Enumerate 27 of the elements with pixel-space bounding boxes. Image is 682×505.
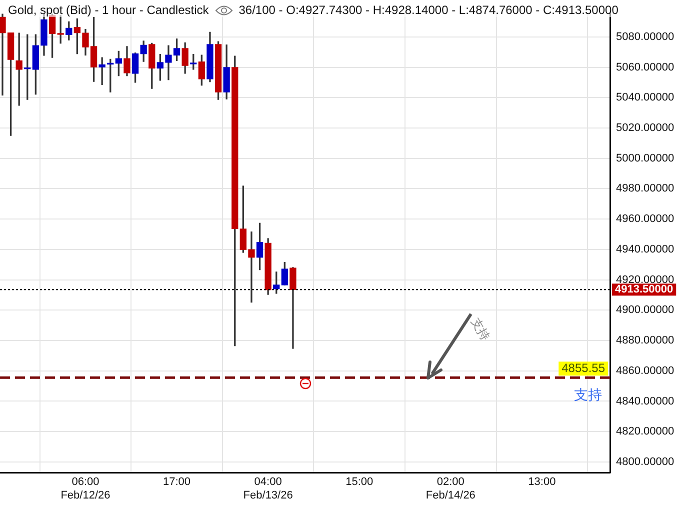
y-tick-label: 5060.00000 [616,61,674,74]
x-tick-label: 13:00 [528,476,556,488]
chart-subtitle: 36/100 - O:4927.74300 - H:4928.14000 - L:4874.76000 - C:4913.50000 [238,3,618,17]
annotation: 支持 [468,315,493,344]
ref-line-label: 4855.55 [562,360,606,375]
x-tick-label: 04:00 Feb/13/26 [243,476,293,502]
y-tick-label: 5000.00000 [616,152,674,164]
y-tick-label: 4900.00000 [616,304,674,316]
y-tick-label: 5020.00000 [616,122,674,134]
y-tick-label: 4960.00000 [616,213,674,226]
x-tick-label: 06:00 Feb/12/26 [60,476,110,502]
y-tick-label: 4800.00000 [616,456,674,468]
y-tick-label: 4820.00000 [616,426,674,438]
y-tick-label: 4880.00000 [616,334,674,347]
x-tick-label: 17:00 [163,476,191,488]
y-tick-label: 4840.00000 [616,395,674,408]
ref-line-label: 4913.50000 [615,284,674,296]
y-tick-label: 4940.00000 [616,243,674,256]
y-tick-label: 5040.00000 [616,92,674,104]
annotation: 支持 [574,388,602,404]
y-tick-label: 4920.00000 [616,274,674,286]
chart-title: Gold, spot (Bid) - 1 hour - Candlestick [8,3,209,17]
x-tick-label: 15:00 [346,476,374,488]
y-tick-label: 4860.00000 [616,364,674,377]
y-tick-label: 5080.00000 [616,30,674,43]
y-tick-label: 4980.00000 [616,182,674,195]
x-tick-label: 02:00 Feb/14/26 [426,476,476,502]
